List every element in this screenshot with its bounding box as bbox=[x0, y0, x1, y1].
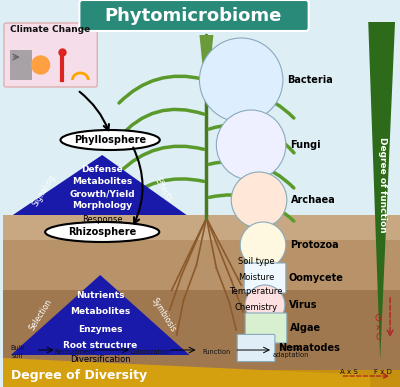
Ellipse shape bbox=[45, 222, 159, 242]
Circle shape bbox=[231, 172, 287, 228]
Polygon shape bbox=[3, 240, 400, 290]
Polygon shape bbox=[13, 155, 186, 215]
Text: Phyllosphere: Phyllosphere bbox=[74, 135, 146, 145]
FancyBboxPatch shape bbox=[244, 263, 286, 293]
Circle shape bbox=[245, 285, 285, 325]
Text: Nutrients: Nutrients bbox=[76, 291, 124, 300]
Circle shape bbox=[216, 110, 286, 180]
Text: Effects: Effects bbox=[153, 176, 174, 204]
FancyBboxPatch shape bbox=[79, 0, 309, 31]
Polygon shape bbox=[368, 22, 395, 360]
Text: Bulk
soil: Bulk soil bbox=[11, 346, 25, 358]
Polygon shape bbox=[3, 290, 400, 370]
Text: Protozoa: Protozoa bbox=[290, 240, 338, 250]
Text: Oomycete: Oomycete bbox=[289, 273, 344, 283]
Text: Rhizosphere: Rhizosphere bbox=[68, 227, 136, 237]
Text: Enzymes: Enzymes bbox=[78, 325, 122, 334]
Text: Diversification: Diversification bbox=[70, 356, 130, 365]
Polygon shape bbox=[200, 35, 213, 65]
Text: Stress
adaptation: Stress adaptation bbox=[273, 346, 309, 358]
Text: Degree of function: Degree of function bbox=[378, 137, 387, 233]
Text: Function: Function bbox=[202, 349, 230, 355]
Text: Temperature: Temperature bbox=[229, 288, 283, 296]
Text: Signaling: Signaling bbox=[31, 173, 58, 207]
Text: Fungi: Fungi bbox=[290, 140, 320, 150]
Text: Selection: Selection bbox=[28, 298, 54, 332]
Circle shape bbox=[200, 38, 283, 122]
Text: Metabolites: Metabolites bbox=[70, 308, 130, 317]
Ellipse shape bbox=[60, 130, 160, 150]
Text: Growth/Yield: Growth/Yield bbox=[69, 190, 135, 199]
Text: F x D: F x D bbox=[374, 369, 392, 375]
Text: Archaea: Archaea bbox=[291, 195, 336, 205]
Text: Bacteria: Bacteria bbox=[287, 75, 332, 85]
Text: Defense: Defense bbox=[81, 166, 123, 175]
Text: Virus: Virus bbox=[289, 300, 317, 310]
FancyBboxPatch shape bbox=[4, 23, 97, 87]
FancyBboxPatch shape bbox=[10, 50, 32, 80]
Text: A x S: A x S bbox=[340, 369, 357, 375]
Polygon shape bbox=[3, 370, 400, 387]
Text: Morphology: Morphology bbox=[72, 202, 132, 211]
Text: Climate Change: Climate Change bbox=[10, 26, 91, 34]
Polygon shape bbox=[3, 370, 400, 387]
Text: G
x
C: G x C bbox=[375, 314, 382, 342]
Text: Phytomicrobiome: Phytomicrobiome bbox=[105, 7, 282, 25]
Polygon shape bbox=[11, 275, 190, 355]
Circle shape bbox=[32, 56, 50, 74]
Text: Nematodes: Nematodes bbox=[278, 343, 340, 353]
Text: Response: Response bbox=[82, 216, 122, 224]
Polygon shape bbox=[3, 215, 400, 240]
Text: Colonization: Colonization bbox=[129, 349, 170, 355]
Text: Symbiosis: Symbiosis bbox=[150, 296, 178, 334]
FancyBboxPatch shape bbox=[237, 334, 275, 361]
Circle shape bbox=[240, 222, 286, 268]
Text: Metabolites: Metabolites bbox=[72, 178, 132, 187]
FancyBboxPatch shape bbox=[245, 313, 287, 343]
Text: Chemistry: Chemistry bbox=[234, 303, 278, 312]
Text: Moisture: Moisture bbox=[238, 272, 274, 281]
Text: Root structure: Root structure bbox=[63, 341, 137, 351]
Text: Recruitment: Recruitment bbox=[54, 349, 95, 355]
Text: Algae: Algae bbox=[290, 323, 321, 333]
Text: Soil type: Soil type bbox=[238, 257, 274, 267]
Text: Degree of Diversity: Degree of Diversity bbox=[11, 368, 147, 382]
Polygon shape bbox=[3, 358, 370, 387]
